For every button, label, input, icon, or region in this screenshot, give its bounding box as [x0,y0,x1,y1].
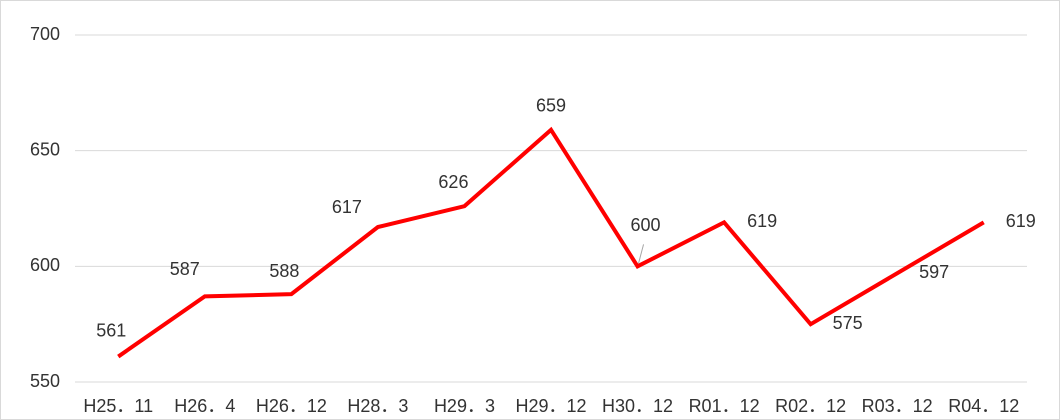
data-label: 617 [332,197,362,217]
data-label: 588 [269,261,299,281]
x-tick-label: R02．12 [775,396,846,416]
x-tick-label: R03．12 [862,396,933,416]
x-tick-label: H26．4 [174,396,235,416]
x-tick-label: H29．3 [434,396,495,416]
data-label: 619 [747,211,777,231]
data-label: 659 [536,96,566,116]
x-tick-label: H26．12 [256,396,327,416]
x-tick-label: R01．12 [689,396,760,416]
data-label: 587 [170,259,200,279]
data-label: 619 [1006,211,1036,231]
y-tick-label: 600 [30,255,60,275]
x-tick-label: R04．12 [948,396,1019,416]
y-tick-label: 550 [30,371,60,391]
data-label: 597 [919,262,949,282]
data-label: 575 [833,313,863,333]
x-tick-label: H30．12 [602,396,673,416]
data-line [117,126,985,359]
data-label: 561 [96,320,126,340]
data-label: 600 [631,215,661,235]
y-tick-label: 650 [30,139,60,159]
y-tick-label: 700 [30,24,60,44]
leader-line [638,244,645,264]
x-tick-label: H29．12 [515,396,586,416]
x-tick-label: H25．11 [83,396,153,416]
x-tick-label: H28．3 [347,396,408,416]
data-label: 626 [438,172,468,192]
